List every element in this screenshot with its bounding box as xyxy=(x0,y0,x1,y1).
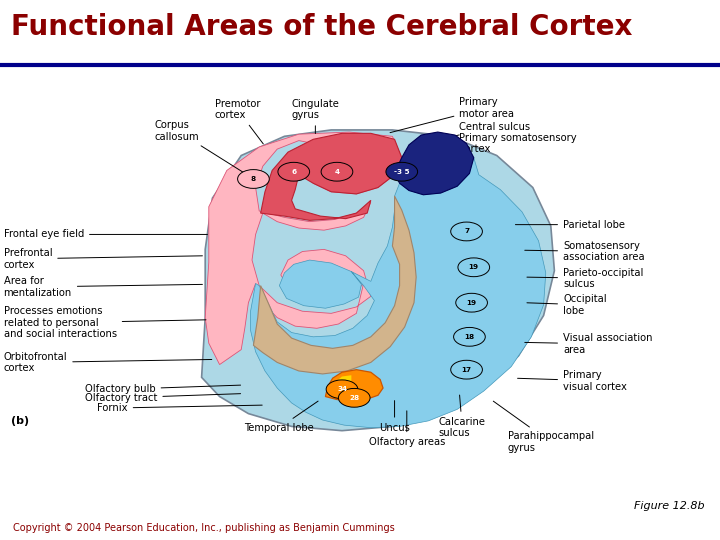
Text: 19: 19 xyxy=(469,264,479,271)
Circle shape xyxy=(451,222,482,241)
Text: Figure 12.8b: Figure 12.8b xyxy=(634,501,704,511)
Text: 6: 6 xyxy=(291,168,297,175)
Text: Central sulcus: Central sulcus xyxy=(415,122,531,145)
Text: Processes emotions
related to personal
and social interactions: Processes emotions related to personal a… xyxy=(4,306,206,339)
Text: 18: 18 xyxy=(464,334,474,340)
Text: Calcarine
sulcus: Calcarine sulcus xyxy=(438,395,486,438)
Text: Olfactory bulb: Olfactory bulb xyxy=(85,384,240,394)
Text: Olfactory areas: Olfactory areas xyxy=(369,411,445,447)
Circle shape xyxy=(456,293,487,312)
Text: 17: 17 xyxy=(462,367,472,373)
Text: 8: 8 xyxy=(251,176,256,182)
Text: Cingulate
gyrus: Cingulate gyrus xyxy=(292,99,339,133)
Text: 19: 19 xyxy=(467,300,477,306)
Circle shape xyxy=(338,388,370,407)
Text: Primary
motor area: Primary motor area xyxy=(390,97,514,133)
Polygon shape xyxy=(253,196,416,374)
Text: Premotor
cortex: Premotor cortex xyxy=(215,99,264,144)
Text: 28: 28 xyxy=(349,395,359,401)
Polygon shape xyxy=(202,130,554,431)
Text: 4: 4 xyxy=(335,168,339,175)
Polygon shape xyxy=(325,370,383,401)
Circle shape xyxy=(386,163,418,181)
Text: Visual association
area: Visual association area xyxy=(525,333,652,355)
Polygon shape xyxy=(395,132,474,195)
Circle shape xyxy=(451,360,482,379)
Text: Orbitofrontal
cortex: Orbitofrontal cortex xyxy=(4,352,212,373)
Text: -3 5: -3 5 xyxy=(394,168,410,175)
Text: Temporal lobe: Temporal lobe xyxy=(245,401,318,433)
Text: Occipital
lobe: Occipital lobe xyxy=(527,294,607,315)
Text: Primary somatosensory
cortex: Primary somatosensory cortex xyxy=(441,133,577,158)
Text: (b): (b) xyxy=(11,416,29,426)
Text: Corpus
callosum: Corpus callosum xyxy=(155,120,258,182)
Text: Somatosensory
association area: Somatosensory association area xyxy=(525,241,644,262)
Polygon shape xyxy=(333,375,351,391)
Text: 34: 34 xyxy=(337,386,347,392)
Text: Fornix: Fornix xyxy=(97,403,262,413)
Text: Area for
mentalization: Area for mentalization xyxy=(4,276,202,298)
Circle shape xyxy=(326,380,358,399)
Polygon shape xyxy=(205,132,402,364)
Text: Frontal eye field: Frontal eye field xyxy=(4,230,207,239)
Text: Copyright © 2004 Pearson Education, Inc., publishing as Benjamin Cummings: Copyright © 2004 Pearson Education, Inc.… xyxy=(13,523,395,533)
Text: Uncus: Uncus xyxy=(379,401,410,433)
Text: Prefrontal
cortex: Prefrontal cortex xyxy=(4,248,202,269)
Circle shape xyxy=(454,327,485,346)
Circle shape xyxy=(458,258,490,276)
Circle shape xyxy=(238,170,269,188)
Text: Parietal lobe: Parietal lobe xyxy=(516,220,625,229)
Text: Functional Areas of the Cerebral Cortex: Functional Areas of the Cerebral Cortex xyxy=(11,12,632,40)
Circle shape xyxy=(321,163,353,181)
Text: Parahippocampal
gyrus: Parahippocampal gyrus xyxy=(493,401,594,453)
Circle shape xyxy=(278,163,310,181)
Polygon shape xyxy=(261,133,402,220)
Text: 7: 7 xyxy=(464,228,469,234)
Text: Olfactory tract: Olfactory tract xyxy=(85,393,240,403)
Polygon shape xyxy=(251,158,546,428)
Text: Parieto-occipital
sulcus: Parieto-occipital sulcus xyxy=(527,268,644,289)
Text: Primary
visual cortex: Primary visual cortex xyxy=(518,370,627,392)
